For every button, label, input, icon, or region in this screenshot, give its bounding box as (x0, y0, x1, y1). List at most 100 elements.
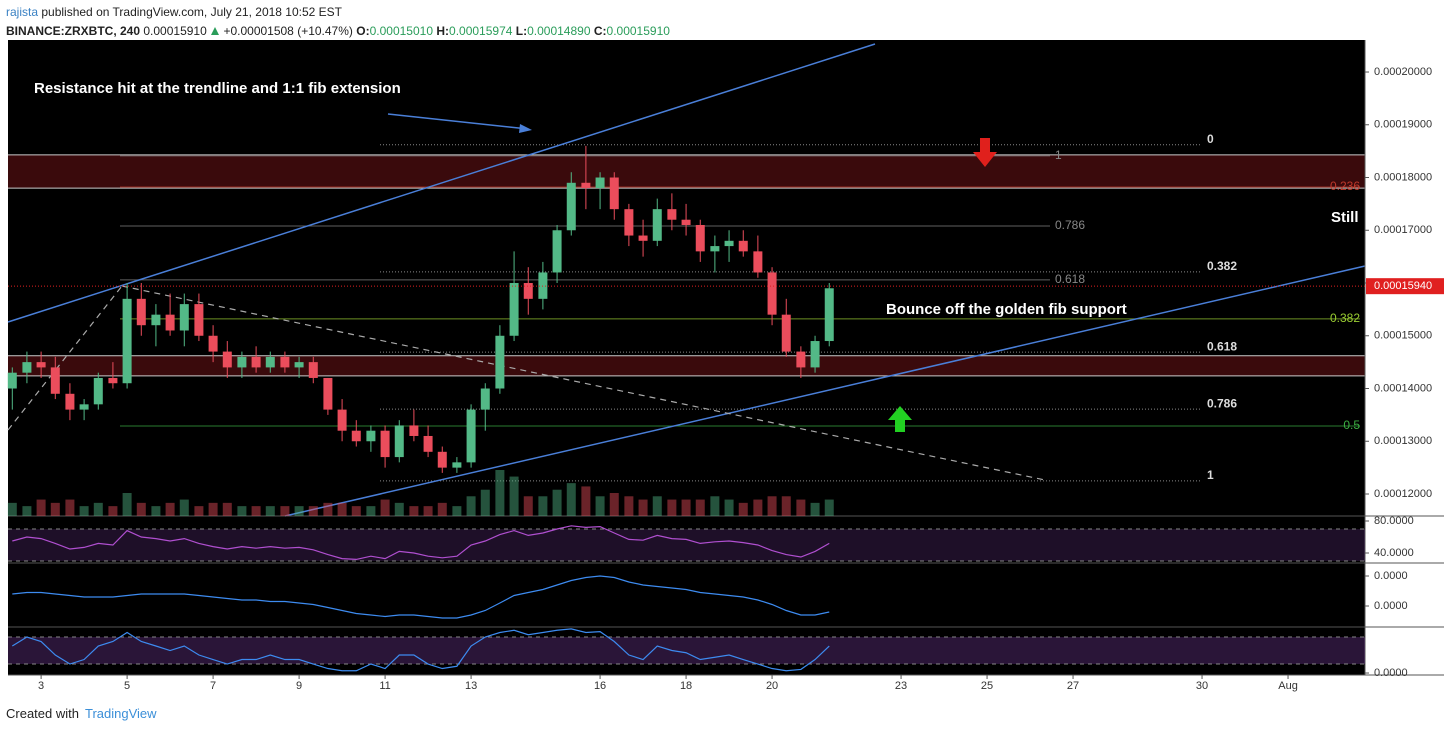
volume-bar (409, 506, 419, 516)
volume-bar (509, 476, 519, 516)
created: Created with (6, 706, 79, 721)
candle-body (122, 298, 132, 384)
zone (8, 355, 1365, 376)
x-tick-label: 13 (465, 680, 477, 692)
volume-bar (308, 506, 318, 516)
volume-bar (710, 496, 720, 516)
y-tick-label: 0.0000 (1374, 600, 1408, 612)
x-tick-label: 23 (895, 680, 907, 692)
candle-body (194, 304, 204, 336)
ohlc: O:0.00015010 H:0.00015974 L:0.00014890 C… (356, 24, 670, 38)
symbol: BINANCE:ZRXBTC, 240 (6, 24, 141, 38)
dashed-fib-line (7, 285, 123, 431)
candle-body (538, 272, 548, 299)
x-tick-label: Aug (1278, 680, 1298, 692)
candle-body (337, 409, 347, 431)
volume-bar (566, 483, 576, 516)
fib-label: 0.5 (1343, 418, 1360, 432)
candle-body (667, 209, 677, 220)
candle-body (179, 304, 189, 331)
candle-body (695, 224, 705, 252)
pointer-arrow (387, 113, 529, 130)
annotation: Still (1331, 209, 1359, 226)
candle-body (165, 314, 175, 331)
candle-body (609, 177, 619, 210)
candle-body (796, 351, 806, 368)
volume-bar (22, 506, 32, 516)
x-tick-label: 3 (38, 680, 44, 692)
up-triangle (211, 27, 220, 35)
candle-body (108, 377, 118, 384)
candle-body (65, 393, 75, 410)
volume-bar (179, 499, 189, 516)
candle-body (753, 251, 763, 273)
candle-body (308, 362, 318, 378)
ohlc-key: L: (515, 24, 528, 38)
candle-body (509, 283, 519, 336)
candle-body (452, 462, 462, 468)
volume-bar (337, 502, 347, 516)
volume-bar (280, 506, 290, 516)
fib-label: 0.618 (1055, 272, 1085, 286)
candle-body (581, 182, 591, 189)
volume-bar (79, 506, 89, 516)
volume-bar (36, 499, 46, 516)
volume-bar (394, 502, 404, 516)
fib-label: 0.786 (1055, 218, 1085, 232)
candle-body (566, 182, 576, 231)
rsi-line (12, 525, 830, 561)
volume-bar (366, 506, 376, 516)
y-tick-label: 0.00012000 (1374, 488, 1432, 500)
volume-bar (65, 499, 75, 516)
fib-label: 1 (1055, 148, 1062, 162)
fib-label: 0.618 (1207, 339, 1237, 353)
y-tick-label: 80.0000 (1374, 515, 1414, 527)
volume-bar (122, 493, 132, 516)
ohlc-key: C: (593, 24, 607, 38)
x-tick-label: 5 (124, 680, 130, 692)
band-fill (8, 637, 1365, 665)
volume-bar (552, 489, 562, 516)
ohlc-key: H: (436, 24, 450, 38)
volume-bar (265, 506, 275, 516)
volume-bar (294, 506, 304, 516)
band-fill (8, 529, 1365, 561)
chart: Resistance hit at the trendline and 1:1 … (0, 40, 1444, 697)
fib-label: 0.786 (1207, 396, 1237, 410)
volume-bar (437, 502, 447, 516)
candle-body (151, 314, 161, 326)
x-tick-label: 11 (379, 680, 390, 692)
y-tick-label: 0.0000 (1374, 570, 1408, 582)
brand[interactable]: TradingView (84, 706, 157, 721)
candle-body (409, 425, 419, 436)
x-tick-label: 20 (766, 680, 778, 692)
volume-bar (495, 470, 505, 516)
candle-body (251, 356, 261, 368)
volume-bar (480, 489, 490, 516)
volume-bar (208, 502, 218, 516)
candle-body (652, 209, 662, 241)
x-axis-bg (0, 675, 1444, 697)
volume-bar (452, 506, 462, 516)
candle-body (552, 230, 562, 273)
candle-body (351, 430, 361, 442)
author[interactable]: rajista (6, 5, 39, 19)
ohlc-value: 0.00015974 (449, 24, 513, 38)
ohlc-value: 0.00015910 (606, 24, 670, 38)
header-line-2: BINANCE:ZRXBTC, 240 0.00015910 +0.000015… (6, 22, 670, 41)
change: +0.00001508 (+10.47%) (223, 24, 353, 38)
fib-label: 0.382 (1330, 311, 1360, 325)
volume-bar (323, 502, 333, 516)
x-tick-label: 30 (1196, 680, 1208, 692)
candle-body (93, 377, 103, 405)
fib-label: 1 (1207, 468, 1214, 482)
volume-bar (738, 502, 748, 516)
volume-bar (695, 499, 705, 516)
x-tick-label: 25 (981, 680, 993, 692)
x-tick-label: 7 (210, 680, 216, 692)
candle-body (7, 372, 17, 389)
last-price-label: 0.00015940 (1374, 280, 1432, 292)
volume-bar (652, 496, 662, 516)
candle-body (810, 341, 820, 368)
